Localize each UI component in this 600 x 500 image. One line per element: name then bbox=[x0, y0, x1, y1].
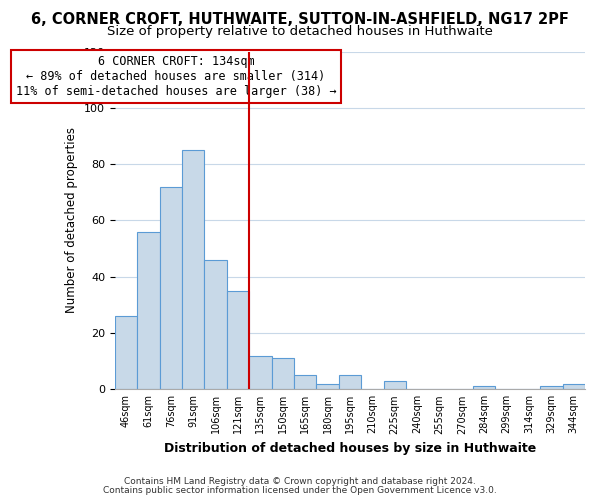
Y-axis label: Number of detached properties: Number of detached properties bbox=[65, 128, 79, 314]
Bar bbox=[294, 375, 316, 390]
Text: Size of property relative to detached houses in Huthwaite: Size of property relative to detached ho… bbox=[107, 25, 493, 38]
Bar bbox=[563, 384, 585, 390]
Text: Contains public sector information licensed under the Open Government Licence v3: Contains public sector information licen… bbox=[103, 486, 497, 495]
Bar bbox=[137, 232, 160, 390]
Bar bbox=[249, 356, 272, 390]
Bar bbox=[115, 316, 137, 390]
Text: 6 CORNER CROFT: 134sqm
← 89% of detached houses are smaller (314)
11% of semi-de: 6 CORNER CROFT: 134sqm ← 89% of detached… bbox=[16, 55, 336, 98]
Bar bbox=[160, 186, 182, 390]
Bar bbox=[473, 386, 496, 390]
Text: Contains HM Land Registry data © Crown copyright and database right 2024.: Contains HM Land Registry data © Crown c… bbox=[124, 477, 476, 486]
Text: 6, CORNER CROFT, HUTHWAITE, SUTTON-IN-ASHFIELD, NG17 2PF: 6, CORNER CROFT, HUTHWAITE, SUTTON-IN-AS… bbox=[31, 12, 569, 28]
Bar bbox=[540, 386, 563, 390]
Bar bbox=[205, 260, 227, 390]
Bar bbox=[182, 150, 205, 390]
Bar bbox=[316, 384, 339, 390]
X-axis label: Distribution of detached houses by size in Huthwaite: Distribution of detached houses by size … bbox=[164, 442, 536, 455]
Bar bbox=[383, 381, 406, 390]
Bar bbox=[339, 375, 361, 390]
Bar bbox=[227, 291, 249, 390]
Bar bbox=[272, 358, 294, 390]
